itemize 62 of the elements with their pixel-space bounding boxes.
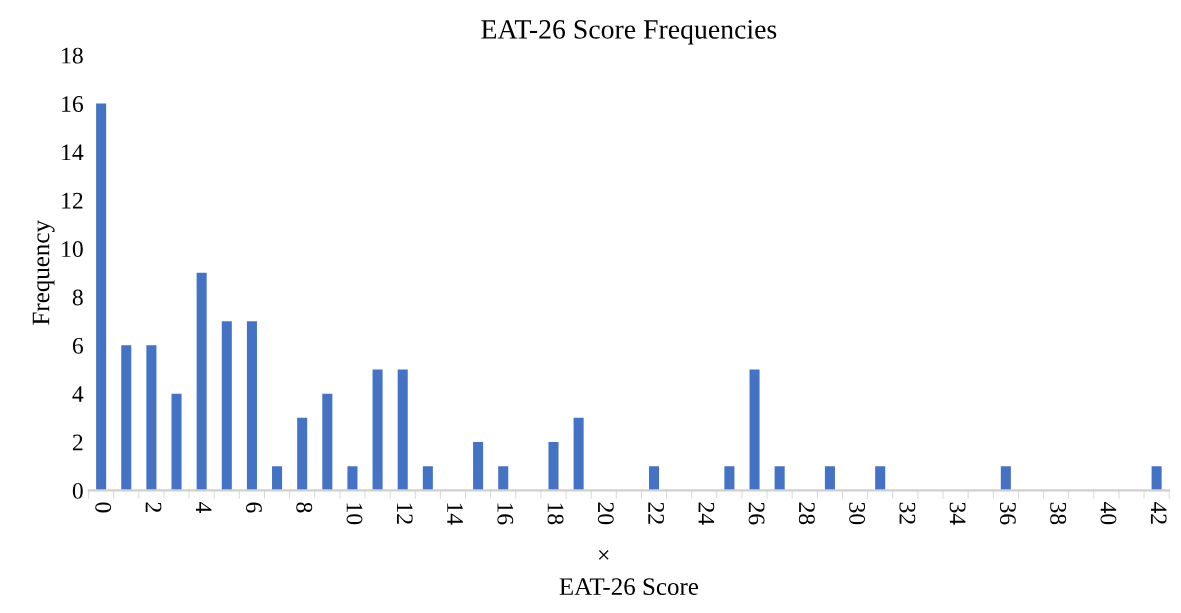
bar: [749, 369, 760, 491]
bar: [1000, 466, 1011, 491]
bar: [196, 272, 207, 491]
y-tick-label: 8: [72, 289, 83, 306]
bar: [347, 466, 358, 491]
bar: [473, 442, 484, 491]
x-tick-label: 26: [748, 502, 765, 525]
x-tick-label: 34: [949, 502, 966, 525]
bar: [397, 369, 408, 491]
x-tick-label: 18: [547, 503, 564, 525]
bar: [246, 321, 257, 491]
x-tick-label: 2: [145, 502, 162, 513]
y-axis-title: Frequency: [32, 220, 55, 325]
bar: [648, 466, 660, 491]
y-tick-label: 18: [62, 47, 83, 64]
x-tick-label: 22: [648, 502, 664, 524]
x-tick-label: 6: [246, 502, 262, 513]
bar: [422, 466, 433, 491]
bar: [573, 417, 584, 491]
x-tick-label: 40: [1100, 501, 1117, 525]
x-tick-label: 38: [1050, 502, 1067, 525]
x-tick-label: 0: [95, 502, 112, 513]
y-tick-label: 10: [62, 241, 83, 258]
text: ×: [598, 550, 609, 560]
y-tick-label: 2: [72, 434, 83, 451]
y-tick-label: 16: [62, 96, 84, 112]
bar: [272, 466, 283, 491]
y-tick-label: 4: [72, 386, 84, 402]
x-tick-label: 4: [195, 501, 212, 513]
x-tick-label: 42: [1150, 501, 1167, 524]
bar: [372, 369, 383, 491]
x-tick-label: 16: [497, 503, 514, 525]
bar: [171, 393, 182, 491]
bar: [498, 466, 509, 491]
x-tick-label: 14: [447, 503, 463, 525]
x-tick-label: 28: [798, 502, 815, 525]
bar: [221, 321, 232, 491]
x-tick-label: 8: [296, 502, 313, 513]
bar: [121, 345, 132, 491]
bar: [96, 103, 107, 491]
x-tick-label: 20: [597, 502, 614, 525]
bar: [724, 466, 735, 491]
bar: [824, 466, 835, 491]
bar: [548, 442, 559, 491]
x-tick-label: 32: [899, 502, 916, 524]
x-tick-label: 36: [999, 502, 1016, 525]
bar: [1151, 466, 1162, 491]
chart-title: EAT-26 Score Frequencies: [481, 20, 777, 45]
x-tick-label: 24: [698, 502, 715, 525]
bar: [297, 417, 308, 491]
y-tick-label: 6: [72, 337, 84, 354]
x-axis-title: EAT-26 Score: [559, 578, 699, 596]
y-tick-label: 14: [62, 144, 84, 161]
y-tick-label: 0: [72, 482, 83, 499]
bar: [322, 393, 333, 491]
x-tick-label: 12: [397, 503, 413, 524]
x-tick-label: 30: [849, 502, 866, 525]
x-tick-label: 10: [346, 503, 363, 525]
y-tick-label: 12: [62, 192, 83, 209]
bar: [875, 466, 886, 491]
bar: [774, 466, 785, 491]
bar: [146, 345, 157, 491]
